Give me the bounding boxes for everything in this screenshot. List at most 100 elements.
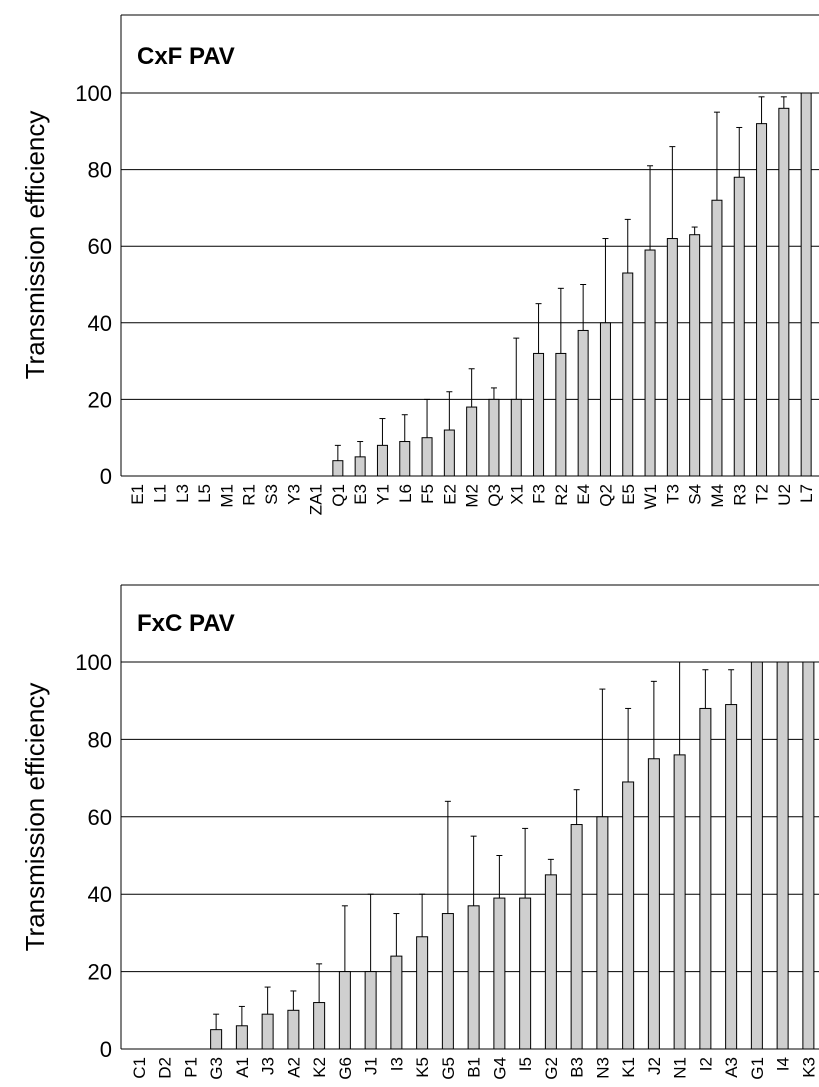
bar: [673, 754, 686, 1050]
bar: [332, 460, 344, 477]
chart-cxf-pav: 0 20 40 60 80 100 E1 L1 L3 L5 M1 R1 S3 Y3 ZA1 Q1 E3 Y1 L6…: [20, 14, 819, 515]
category-label: A3: [722, 1057, 741, 1078]
category-label: C1: [130, 1057, 149, 1079]
category-label: M4: [708, 484, 727, 508]
category-label: ZA1: [307, 484, 326, 515]
chart-fxc-pav: 0 20 40 60 80 100 C1 D2 P1 G3 A1 J3 A2 K2 G6 J1 I3 K5 G5 B…: [20, 584, 819, 1080]
category-label: B1: [465, 1057, 484, 1078]
category-label: E4: [574, 484, 593, 505]
category-label: Y1: [373, 484, 392, 505]
category-label: G4: [490, 1057, 509, 1080]
y-tick-labels: 0 20 40 60 80 100: [75, 650, 112, 1062]
bar: [577, 329, 589, 477]
category-label: G5: [439, 1057, 458, 1080]
bar: [399, 441, 411, 477]
category-label: N1: [671, 1057, 690, 1079]
bar: [711, 199, 723, 477]
category-label: I5: [516, 1057, 535, 1071]
category-label: E2: [440, 484, 459, 505]
category-label: K2: [310, 1057, 329, 1078]
bar: [313, 1002, 326, 1050]
y-tick-label: 0: [100, 464, 112, 489]
bar: [800, 92, 812, 477]
y-axis-label: Transmission efficiency: [20, 111, 50, 380]
y-tick-label: 40: [88, 882, 112, 907]
category-label: S3: [262, 484, 281, 505]
category-label: I2: [696, 1057, 715, 1071]
bar: [443, 429, 455, 477]
category-label: M2: [463, 484, 482, 508]
category-label: U2: [775, 484, 794, 506]
y-tick-label: 100: [75, 650, 112, 675]
y-tick-labels: 0 20 40 60 80 100: [75, 81, 112, 489]
category-label: Q2: [596, 484, 615, 507]
category-label: E5: [619, 484, 638, 505]
bars: [332, 92, 812, 477]
bar: [235, 1025, 248, 1050]
bar: [466, 406, 478, 477]
category-label: N3: [593, 1057, 612, 1079]
bar: [416, 936, 429, 1050]
category-label: Q1: [329, 484, 348, 507]
bar: [488, 398, 500, 477]
category-label: L5: [195, 484, 214, 503]
bar: [354, 456, 366, 477]
bar: [376, 444, 388, 477]
category-label: Y3: [284, 484, 303, 505]
y-tick-label: 40: [88, 311, 112, 336]
bar: [599, 322, 611, 477]
category-label: D2: [156, 1057, 175, 1079]
category-label: B3: [568, 1057, 587, 1078]
category-label: F5: [418, 484, 437, 504]
category-label: K5: [413, 1057, 432, 1078]
category-label: R1: [240, 484, 259, 506]
bar: [699, 707, 712, 1050]
bar: [570, 824, 583, 1050]
bar: [666, 238, 678, 477]
category-label: X1: [507, 484, 526, 505]
bar: [622, 272, 634, 477]
bar: [364, 971, 377, 1050]
y-tick-label: 0: [100, 1037, 112, 1062]
bar: [596, 816, 609, 1050]
y-tick-label: 80: [88, 727, 112, 752]
bar: [510, 398, 522, 477]
bar: [647, 758, 660, 1050]
bar: [287, 1009, 300, 1050]
category-label: I4: [774, 1057, 793, 1071]
category-labels: C1 D2 P1 G3 A1 J3 A2 K2 G6 J1 I3 K5 G5 B1 G4 I5 G2 B3 N3 K1…: [130, 1057, 819, 1080]
y-tick-label: 100: [75, 81, 112, 106]
bar: [544, 874, 557, 1050]
category-label: G6: [336, 1057, 355, 1080]
chart-title: CxF PAV: [137, 43, 235, 70]
chart-title: FxC PAV: [137, 610, 235, 637]
category-label: T3: [663, 484, 682, 504]
error-bars: [213, 661, 735, 1030]
bar: [802, 661, 815, 1050]
y-tick-label: 60: [88, 234, 112, 259]
category-label: T2: [753, 484, 772, 504]
category-label: L6: [396, 484, 415, 503]
bar: [733, 176, 745, 477]
category-label: A2: [284, 1057, 303, 1078]
category-label: K1: [619, 1057, 638, 1078]
bar: [622, 781, 635, 1050]
category-labels: E1 L1 L3 L5 M1 R1 S3 Y3 ZA1 Q1 E3 Y1 L6 F5 E2 M2 Q3 X1 F3 R…: [128, 484, 816, 515]
category-label: G3: [207, 1057, 226, 1080]
category-label: E3: [351, 484, 370, 505]
category-label: F3: [530, 484, 549, 504]
bar: [467, 905, 480, 1050]
category-label: L1: [150, 484, 169, 503]
bar: [441, 913, 454, 1050]
bar: [390, 955, 403, 1050]
bar: [778, 107, 790, 477]
category-label: J1: [362, 1057, 381, 1075]
category-label: E1: [128, 484, 147, 505]
category-label: P1: [181, 1057, 200, 1078]
bar: [644, 249, 656, 477]
category-label: S4: [686, 484, 705, 505]
category-label: R3: [730, 484, 749, 506]
bar: [519, 897, 532, 1050]
bar: [725, 704, 738, 1050]
bar: [210, 1029, 223, 1050]
